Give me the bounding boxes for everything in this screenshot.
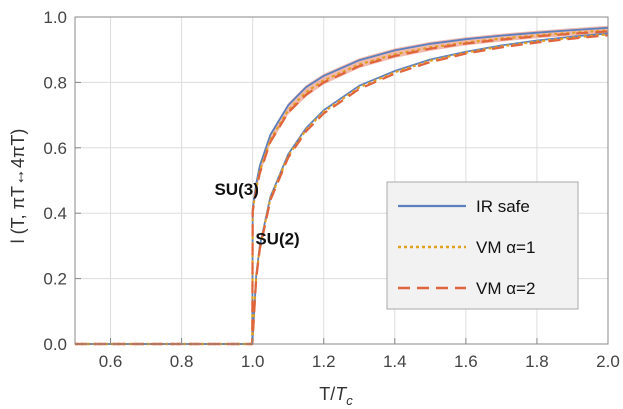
x-axis-title-main: T/ [319, 384, 335, 404]
x-tick-label: 1.6 [454, 352, 478, 371]
x-axis-title: T/Tc [319, 384, 353, 408]
x-tick-label: 0.8 [170, 352, 194, 371]
y-tick-label: 0.4 [43, 204, 67, 223]
ticks: 0.6 0.8 1.0 1.2 1.4 1.6 1.8 2.0 0.0 0.2 0.4 0.6 0.8 1… [43, 8, 619, 371]
y-tick-label: 0.2 [43, 270, 67, 289]
series-layer [75, 26, 609, 346]
annotations: SU(3) SU(2) [214, 180, 299, 248]
x-tick-label: 1.4 [383, 352, 407, 371]
x-axis-title-subscript: c [346, 393, 353, 408]
x-tick-label: 1.0 [241, 352, 265, 371]
series-line-su-2-vm-2 [75, 34, 609, 346]
plot-frame [74, 16, 609, 345]
annotation-su2: SU(2) [255, 229, 299, 248]
y-axis-title: l (T, πT↔4πT) [8, 129, 28, 244]
x-tick-label: 0.6 [99, 352, 123, 371]
y-tick-label: 0.6 [43, 139, 67, 158]
y-tick-label: 0.0 [43, 335, 67, 354]
plot-border [74, 16, 609, 345]
su3-band-area [252, 25, 608, 214]
x-tick-label: 2.0 [596, 352, 620, 371]
y-tick-label: 1.0 [43, 8, 67, 27]
su3-uncertainty-band [252, 25, 608, 214]
legend-label: VM α=1 [476, 238, 535, 257]
legend: IR safe VM α=1 VM α=2 [386, 181, 579, 310]
y-tick-label: 0.8 [43, 73, 67, 92]
legend-label: IR safe [476, 197, 530, 216]
x-tick-label: 1.2 [312, 352, 336, 371]
legend-label: VM α=2 [476, 279, 535, 298]
series-line-su-3-vm-2 [75, 30, 609, 346]
x-tick-label: 1.8 [525, 352, 549, 371]
legend-entries: IR safe VM α=1 VM α=2 [398, 197, 535, 298]
x-axis-title-italic: T [335, 384, 348, 404]
annotation-su3: SU(3) [214, 180, 258, 199]
